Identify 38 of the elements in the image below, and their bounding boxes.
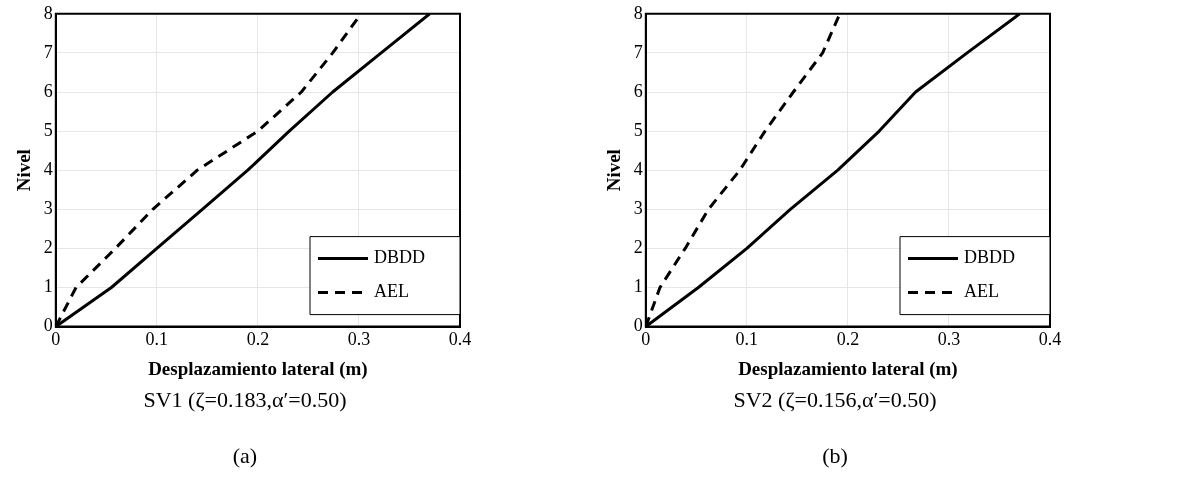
y-tick-label: 0: [43, 315, 53, 336]
y-axis-title: Nivel: [13, 149, 35, 192]
y-tick-label: 0: [633, 315, 643, 336]
legend-label: AEL: [964, 281, 999, 302]
x-tick-label: 0.1: [145, 329, 169, 350]
y-tick-label: 1: [43, 276, 53, 297]
text: SV2 (ζ=0.156,α′=0.50): [732, 387, 938, 413]
y-tick-label: 6: [43, 80, 53, 101]
text: (b): [821, 443, 849, 469]
legend-label: DBDD: [374, 247, 426, 268]
y-tick-label: 6: [633, 80, 643, 101]
y-tick-label: 8: [43, 2, 53, 23]
y-axis-title: Nivel: [603, 149, 625, 192]
x-axis-title: Desplazamiento lateral (m): [738, 357, 958, 380]
y-tick-label: 2: [633, 237, 643, 258]
y-tick-label: 2: [43, 237, 53, 258]
x-tick-label: 0.2: [836, 329, 860, 350]
text: (a): [231, 443, 259, 469]
x-tick-label: 0.3: [347, 329, 371, 350]
x-tick-label: 0.4: [448, 329, 472, 350]
x-tick-label: 0.2: [246, 329, 270, 350]
y-tick-label: 5: [43, 119, 53, 140]
legend-label: AEL: [374, 281, 409, 302]
y-tick-label: 4: [633, 158, 643, 179]
x-tick-label: 0.1: [735, 329, 759, 350]
legend-label: DBDD: [964, 247, 1016, 268]
y-tick-label: 4: [43, 158, 53, 179]
y-tick-label: 3: [633, 198, 643, 219]
y-tick-label: 8: [633, 2, 643, 23]
y-tick-label: 5: [633, 119, 643, 140]
y-tick-label: 3: [43, 198, 53, 219]
y-tick-label: 7: [633, 41, 643, 62]
y-tick-label: 1: [633, 276, 643, 297]
x-tick-label: 0.4: [1038, 329, 1062, 350]
y-tick-label: 7: [43, 41, 53, 62]
text: SV1 (ζ=0.183,α′=0.50): [142, 387, 348, 413]
x-tick-label: 0.3: [937, 329, 961, 350]
x-axis-title: Desplazamiento lateral (m): [148, 357, 368, 380]
